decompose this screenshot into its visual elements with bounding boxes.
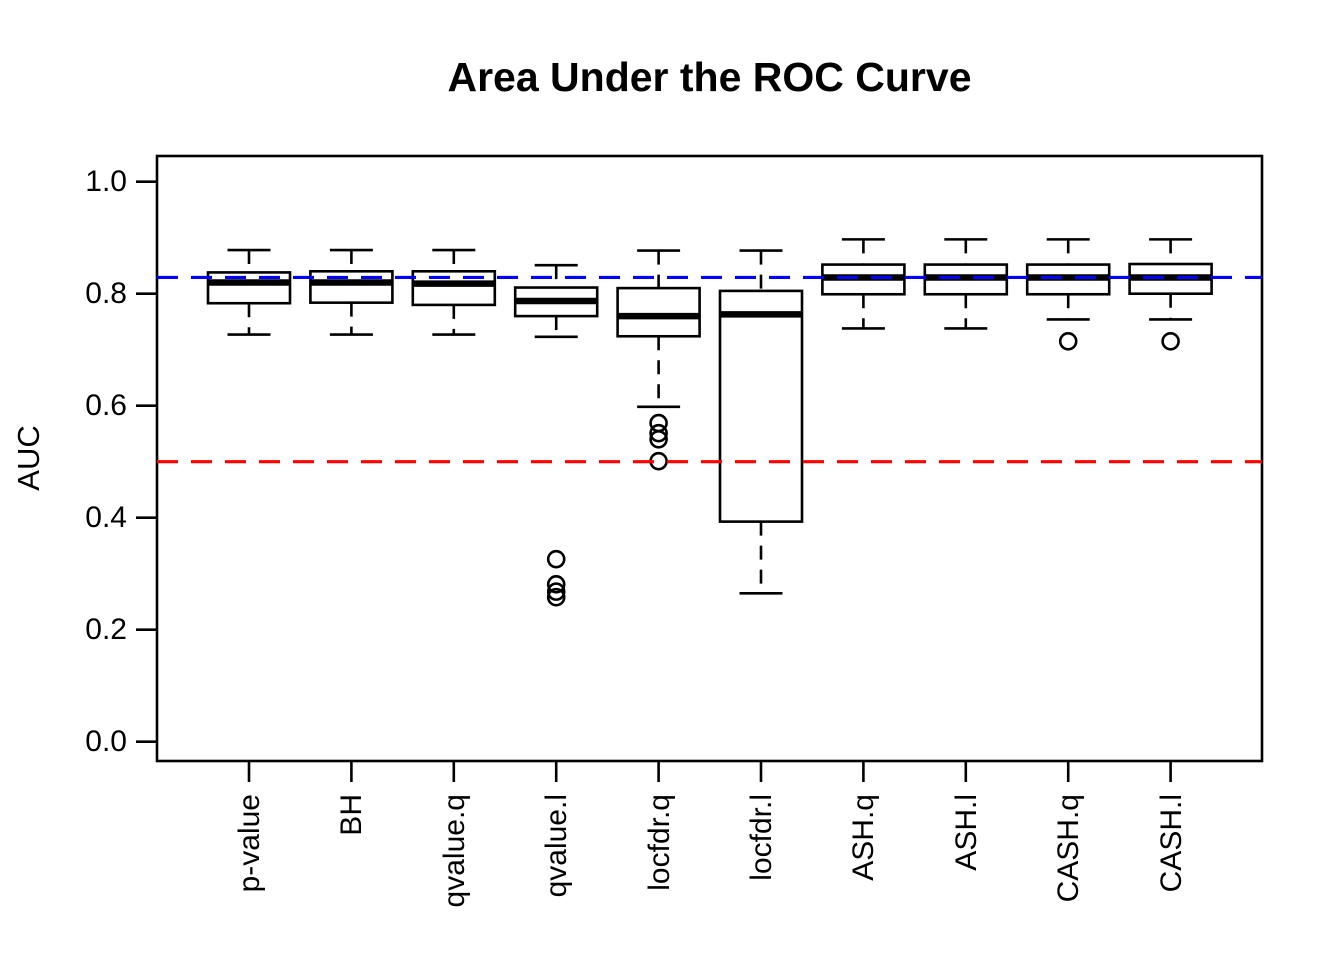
x-category-label-text: CASH.q — [1052, 794, 1086, 903]
x-category-label-text: BH — [335, 794, 369, 836]
box-p-value — [206, 248, 292, 336]
iqr-box — [206, 271, 292, 305]
box-qvalue.l — [513, 263, 599, 607]
box-locfdr.l — [718, 249, 804, 595]
outlier-point — [1161, 331, 1180, 351]
outlier-point — [546, 575, 566, 594]
y-tick-label: 1.0 — [85, 164, 127, 198]
outlier-point — [546, 582, 566, 601]
x-category-label-text: CASH.l — [1154, 794, 1188, 893]
x-category-label-text: qvalue.q — [437, 794, 471, 908]
x-category-label-text: ASH.q — [847, 794, 881, 881]
y-tick-label: 0.4 — [85, 500, 127, 534]
iqr-box — [616, 286, 701, 338]
box-locfdr.q — [616, 249, 701, 471]
box-BH — [309, 248, 394, 336]
x-category-label-text: locfdr.q — [642, 794, 676, 891]
outlier-point — [649, 423, 668, 443]
outlier-point — [546, 549, 566, 569]
outlier-point — [546, 587, 566, 607]
box-ASH.l — [923, 238, 1009, 330]
y-tick-label: 0.8 — [85, 276, 127, 310]
iqr-box — [718, 289, 804, 523]
outlier-point — [649, 429, 668, 449]
box-CASH.l — [1128, 238, 1213, 351]
box-CASH.q — [1025, 238, 1111, 351]
x-category-label-text: locfdr.l — [745, 794, 778, 881]
x-category-label-text: qvalue.l — [540, 794, 574, 898]
x-category-label-text: ASH.l — [949, 794, 983, 871]
x-category-label-text: p-value — [233, 794, 266, 893]
box-qvalue.q — [411, 248, 497, 336]
outlier-point — [1058, 331, 1078, 351]
y-tick-label: 0.6 — [85, 388, 127, 422]
plot-border — [155, 154, 1264, 763]
box-ASH.q — [821, 238, 906, 330]
chart-title: Area Under the ROC Curve — [447, 54, 972, 100]
y-tick-label: 0.0 — [85, 724, 127, 758]
y-tick-label: 0.2 — [85, 612, 127, 646]
